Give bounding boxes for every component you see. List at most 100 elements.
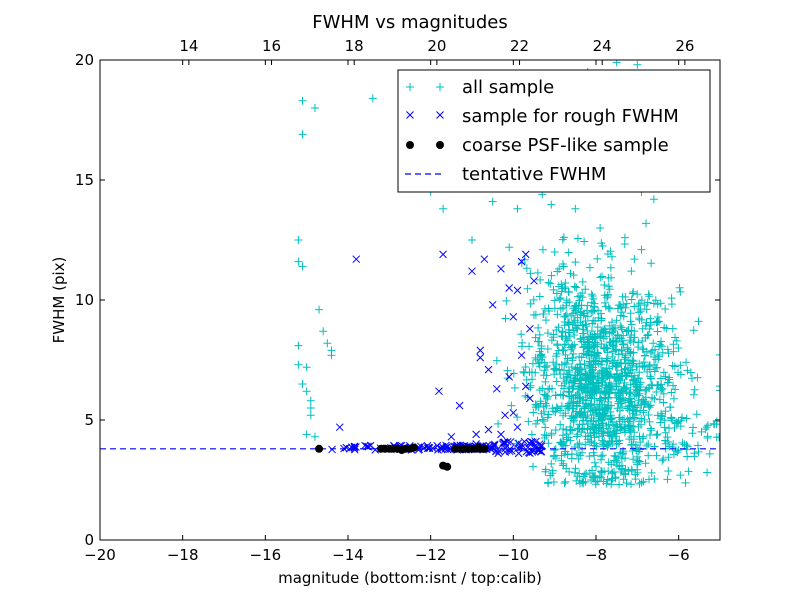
- all-sample-point: [604, 273, 613, 282]
- all-sample-point: [603, 404, 612, 413]
- all-sample-point: [607, 480, 616, 489]
- all-sample-point: [552, 403, 561, 412]
- all-sample-point: [616, 359, 625, 368]
- all-sample-point: [630, 371, 639, 380]
- all-sample-point: [533, 268, 542, 277]
- all-sample-point: [687, 374, 696, 383]
- all-sample-point: [597, 376, 606, 385]
- all-sample-point: [568, 341, 577, 350]
- all-sample-point: [573, 234, 582, 243]
- all-sample-point: [630, 392, 639, 401]
- all-sample-point: [676, 370, 685, 379]
- all-sample-point: [657, 342, 666, 351]
- all-sample-point: [591, 357, 600, 366]
- all-sample-point: [640, 363, 649, 372]
- all-sample-point: [576, 318, 585, 327]
- all-sample-point: [573, 313, 582, 322]
- all-sample-point: [705, 449, 714, 458]
- all-sample-point: [664, 467, 673, 476]
- all-sample-point: [590, 384, 599, 393]
- all-sample-point: [595, 472, 604, 481]
- all-sample-point: [607, 460, 616, 469]
- all-sample-point: [536, 351, 545, 360]
- all-sample-point: [583, 326, 592, 335]
- all-sample-point: [631, 385, 640, 394]
- all-sample-point: [661, 305, 670, 314]
- all-sample-point: [625, 389, 634, 398]
- all-sample-point: [653, 317, 662, 326]
- all-sample-point: [689, 326, 698, 335]
- all-sample-point: [630, 428, 639, 437]
- all-sample-point: [709, 419, 718, 428]
- all-sample-point: [597, 452, 606, 461]
- all-sample-point: [587, 401, 596, 410]
- all-sample-point: [645, 292, 654, 301]
- all-sample-point: [667, 294, 676, 303]
- top-tick-label: 22: [510, 37, 529, 55]
- all-sample-point: [669, 394, 678, 403]
- all-sample-point: [652, 451, 661, 460]
- all-sample-point: [653, 327, 662, 336]
- all-sample-point: [569, 271, 578, 280]
- all-sample-point: [641, 386, 650, 395]
- all-sample-point: [581, 285, 590, 294]
- all-sample-point: [531, 419, 540, 428]
- all-sample-point: [541, 391, 550, 400]
- all-sample-point: [558, 345, 567, 354]
- all-sample-point: [621, 465, 630, 474]
- top-tick-label: 24: [593, 37, 612, 55]
- all-sample-point: [657, 411, 666, 420]
- rough-fwhm-point: [420, 443, 429, 452]
- all-sample-point: [572, 450, 581, 459]
- legend-label-tentative-fwhm: tentative FWHM: [462, 164, 606, 185]
- all-sample-point: [585, 380, 594, 389]
- all-sample-point: [606, 415, 615, 424]
- all-sample-point: [554, 282, 563, 291]
- all-sample-point: [688, 423, 697, 432]
- all-sample-point: [319, 327, 328, 336]
- all-sample-point: [525, 342, 534, 351]
- all-sample-point: [584, 420, 593, 429]
- x-tick-label: −14: [332, 546, 364, 564]
- all-sample-point: [639, 345, 648, 354]
- all-sample-point: [524, 417, 533, 426]
- all-sample-point: [536, 397, 545, 406]
- all-sample-point: [638, 434, 647, 443]
- all-sample-point: [697, 427, 706, 436]
- all-sample-point: [557, 332, 566, 341]
- all-sample-point: [542, 401, 551, 410]
- all-sample-point: [519, 367, 528, 376]
- all-sample-point: [640, 351, 649, 360]
- rough-fwhm-point: [526, 449, 534, 457]
- all-sample-point: [531, 368, 540, 377]
- all-sample-point: [624, 326, 633, 335]
- all-sample-point: [535, 330, 544, 339]
- all-sample-point: [580, 342, 589, 351]
- all-sample-point: [552, 289, 561, 298]
- all-sample-point: [621, 303, 630, 312]
- all-sample-point: [603, 475, 612, 484]
- all-sample-point: [600, 325, 609, 334]
- all-sample-point: [715, 433, 720, 442]
- all-sample-point: [590, 334, 599, 343]
- all-sample-point: [617, 323, 626, 332]
- all-sample-point: [615, 480, 624, 489]
- all-sample-point: [523, 284, 532, 293]
- all-sample-point: [509, 369, 518, 378]
- all-sample-point: [540, 358, 549, 367]
- all-sample-point: [600, 409, 609, 418]
- all-sample-point: [655, 352, 664, 361]
- all-sample-point: [571, 391, 580, 400]
- all-sample-point: [620, 239, 629, 248]
- all-sample-point: [538, 384, 547, 393]
- all-sample-point: [533, 416, 542, 425]
- all-sample-point: [619, 449, 628, 458]
- legend-frame: [397, 69, 711, 193]
- all-sample-point: [693, 373, 702, 382]
- all-sample-point: [647, 259, 656, 268]
- all-sample-point: [648, 381, 657, 390]
- all-sample-point: [558, 391, 567, 400]
- all-sample-point: [637, 414, 646, 423]
- all-sample-point: [703, 468, 712, 477]
- all-sample-point: [574, 454, 583, 463]
